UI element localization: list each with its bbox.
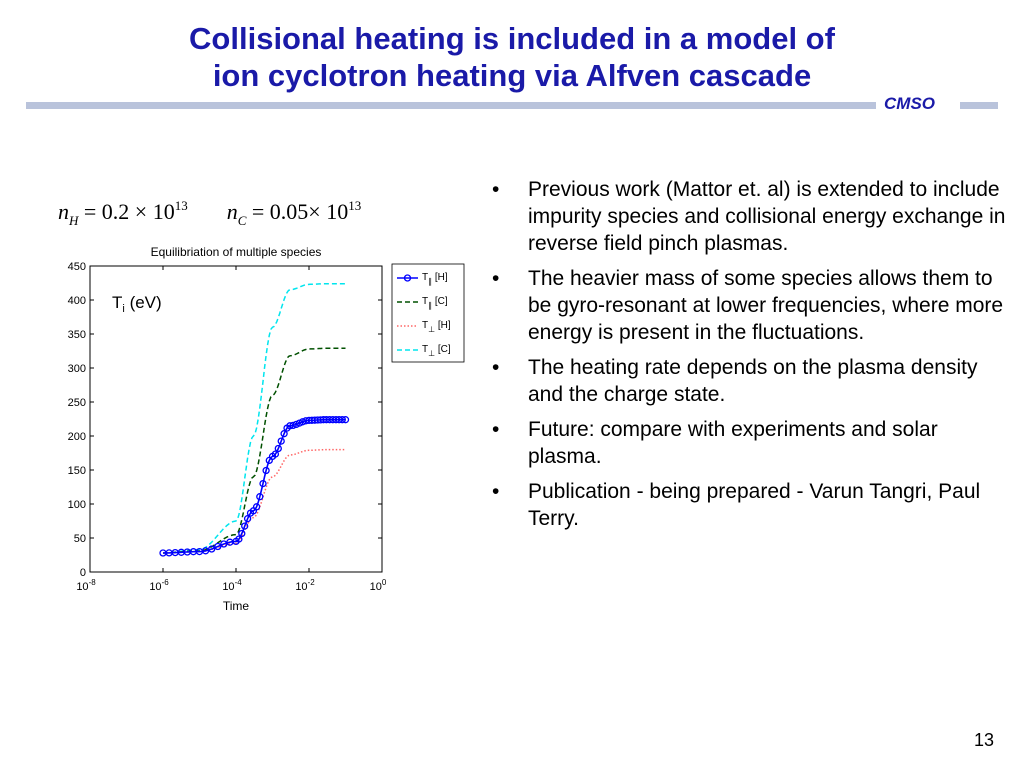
series-line-2 [162,347,346,554]
series-marker [256,493,264,501]
title-rule-right [960,102,998,109]
x-tick-label: 10-2 [295,578,315,593]
equilibration-chart: Equilibriation of multiple species 0 50 100… [68,245,465,613]
bullet-symbol: • [492,267,500,290]
y-tick-label: 350 [68,329,86,341]
cmso-logo: CMSO [884,94,935,113]
bullet-symbol: • [492,418,500,441]
series-marker [214,542,222,551]
series-marker [280,430,288,438]
series-marker [262,466,270,475]
y-tick-label: 100 [68,499,86,511]
formula-c-exp: 13 [348,198,362,213]
series-marker [243,515,252,523]
series-marker [252,503,261,511]
x-tick-label: 10-8 [76,578,96,593]
series-marker [289,421,297,430]
formula-h-exp: 13 [174,198,188,213]
legend-label-1: T∥ [H] [422,272,448,286]
legend-label-4: T⊥ [C] [422,344,451,358]
series-marker [259,479,267,488]
slide-title: Collisional heating is included in a mod… [0,20,1024,94]
bullet-symbol: • [492,480,500,503]
bullet-item-3: • The heating rate depends on the plasma … [490,354,1010,408]
bullet-text-4: Future: compare with experiments and sol… [528,418,938,468]
formula-h-value: = 0.2 × 10 [83,199,175,224]
formula-n-h: n [58,199,69,224]
x-tick-label: 10-6 [149,578,169,593]
series-marker [338,416,346,424]
bullet-item-4: • Future: compare with experiments and so… [490,416,1010,470]
series-marker [298,418,307,426]
formula-n-c: n [226,199,238,224]
series-marker [208,545,216,553]
legend-box [391,263,465,363]
legend-label-3: T⊥ [H] [422,320,451,334]
y-tick-label: 200 [68,431,86,443]
formula-c-value: = 0.05× 10 [251,199,349,224]
title-line-2: ion cyclotron heating via Alfven cascade [212,58,812,93]
y-tick-label: 150 [68,465,86,477]
page-number: 13 [974,730,995,750]
bullet-text-3: The heating rate depends on the plasma d… [528,356,978,406]
bullet-symbol: • [492,178,500,201]
bullet-text-5: Publication - being prepared - Varun Tan… [528,480,981,530]
y-tick-label: 0 [80,567,86,579]
bullet-list: • Previous work (Mattor et. al) is extend… [490,176,1010,540]
title-line-1: Collisional heating is included in a mod… [189,21,835,56]
y-tick-label: 400 [68,295,86,307]
x-tick-label: 10-4 [222,578,242,593]
chart-title: Equilibriation of multiple species [151,245,322,259]
formula-h-sub: H [69,213,79,228]
legend-marker [403,274,412,282]
series-marker [274,444,282,453]
series-marker [241,522,249,530]
bullet-item-5: • Publication - being prepared - Varun Ta… [490,478,1010,532]
bullet-symbol: • [492,356,500,379]
series-line-4 [162,282,346,554]
y-tick-label: 50 [74,533,86,545]
bullet-item-2: • The heavier mass of some species allows… [490,265,1010,346]
formula-c-sub: C [237,213,247,228]
series-marker [286,422,294,430]
density-formula: nH = 0.2 × 1013 nC = 0.05× 1013 [58,198,361,229]
series-marker [271,450,280,458]
y-tick-label: 450 [68,261,86,273]
series-marker [235,535,243,543]
chart-annotation: Ti (eV) [112,293,162,315]
y-tick-label: 300 [68,363,86,375]
bullet-text-2: The heavier mass of some species allows … [528,267,1004,344]
series-marker [277,437,285,445]
x-axis-label: Time [223,599,250,613]
y-tick-label: 250 [68,397,86,409]
legend-label-2: T∥ [C] [422,296,448,310]
bullet-item-1: • Previous work (Mattor et. al) is extend… [490,176,1010,257]
series-marker [238,529,246,538]
bullet-text-1: Previous work (Mattor et. al) is extende… [528,178,1006,255]
series-marker [341,416,350,424]
title-rule-left [26,102,876,109]
x-tick-label: 100 [370,578,387,593]
